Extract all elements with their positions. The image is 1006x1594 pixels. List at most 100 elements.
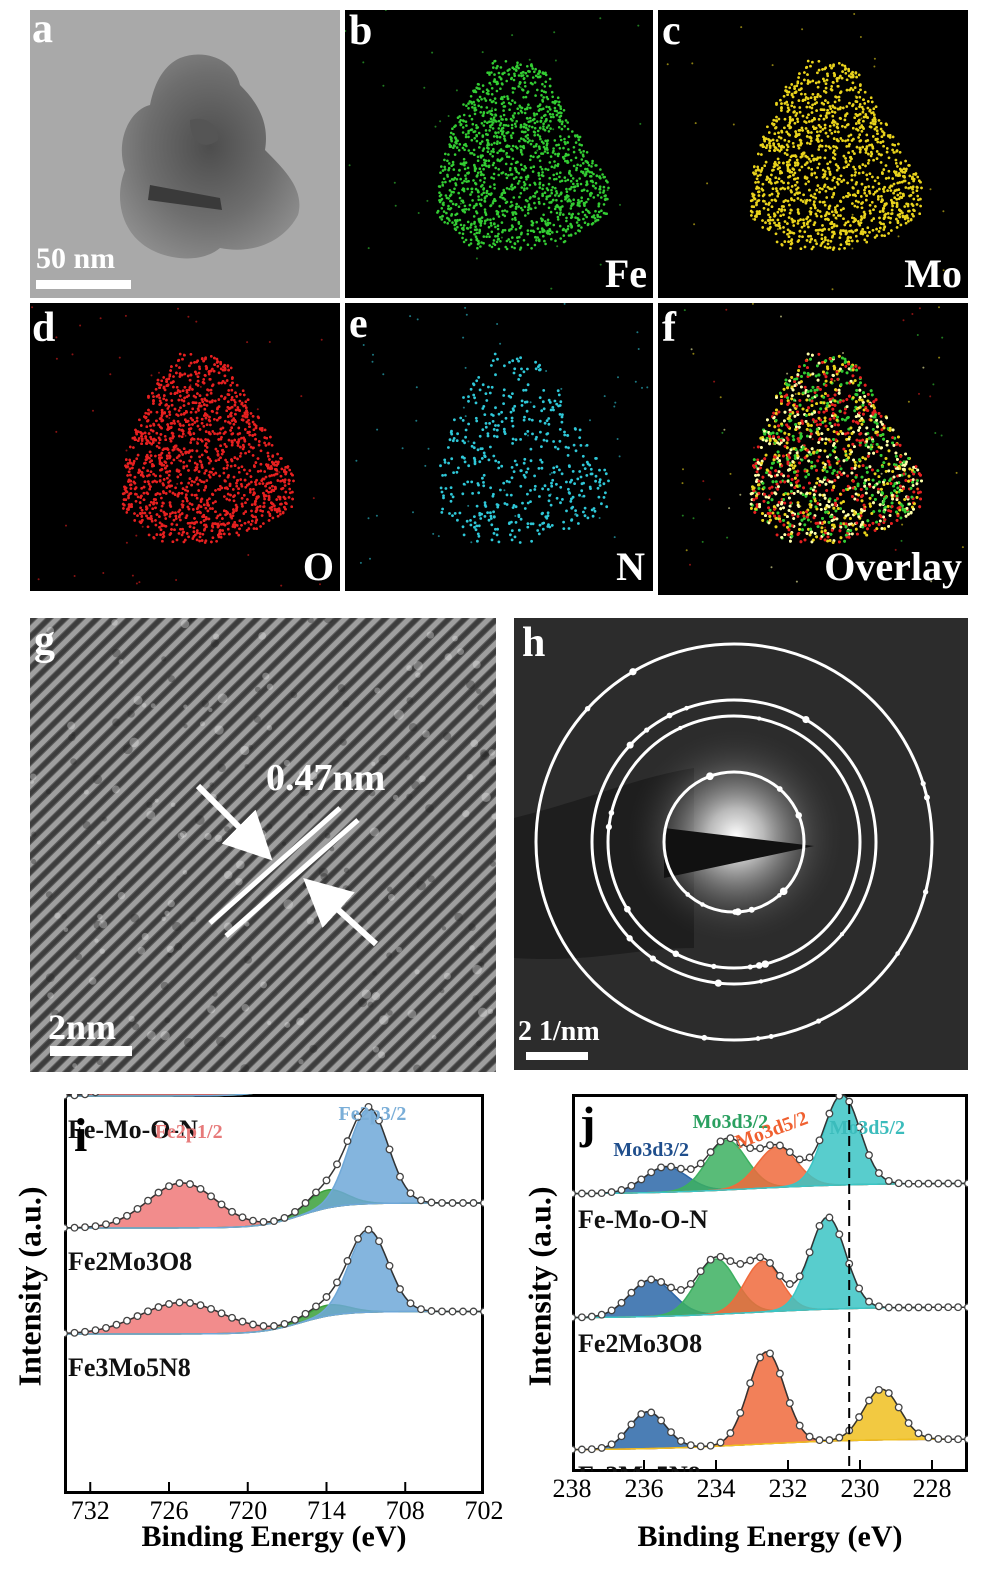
data-point bbox=[865, 1297, 873, 1306]
data-point bbox=[280, 1319, 289, 1328]
data-point bbox=[676, 1164, 685, 1173]
data-point bbox=[924, 1179, 933, 1188]
data-point bbox=[726, 1429, 735, 1438]
data-point bbox=[587, 1312, 596, 1321]
peak-label: Fe2p1/2 bbox=[155, 1121, 223, 1143]
data-point bbox=[385, 1261, 394, 1270]
data-point bbox=[207, 1192, 215, 1201]
fringe-line-1 bbox=[208, 806, 342, 925]
data-point bbox=[894, 1179, 903, 1188]
data-point bbox=[270, 1217, 278, 1226]
data-point bbox=[91, 1094, 100, 1097]
panel-c-label: c bbox=[662, 10, 681, 54]
data-point bbox=[696, 1159, 705, 1168]
data-point bbox=[154, 1303, 163, 1312]
data-point bbox=[637, 1410, 646, 1419]
data-point bbox=[333, 1278, 341, 1287]
sample-label: Fe-Mo-O-N bbox=[578, 1205, 708, 1234]
data-point bbox=[924, 1303, 933, 1312]
data-point bbox=[175, 1179, 184, 1188]
panel-i-tick-label: 732 bbox=[70, 1496, 110, 1525]
data-point bbox=[70, 1328, 79, 1337]
ring-2 bbox=[606, 714, 862, 970]
data-point bbox=[112, 1216, 121, 1225]
data-point bbox=[396, 1285, 404, 1294]
d-spacing-label: 0.47nm bbox=[266, 757, 386, 799]
data-point bbox=[480, 1307, 484, 1316]
data-point bbox=[805, 1248, 814, 1257]
overlay-dot-map bbox=[681, 303, 964, 583]
data-point bbox=[884, 1389, 893, 1398]
series-Fe3Mo5N8: Fe3Mo5N8 bbox=[64, 1225, 484, 1382]
data-point bbox=[64, 1329, 68, 1338]
data-point bbox=[64, 1094, 68, 1100]
data-point bbox=[805, 1432, 814, 1441]
ring-3 bbox=[590, 698, 878, 986]
panel-f-overlay-map: f Overlay bbox=[658, 303, 968, 595]
peak-fill-2 bbox=[64, 1230, 484, 1335]
data-point bbox=[746, 1379, 755, 1388]
data-point bbox=[354, 1234, 362, 1243]
panel-g-label: g bbox=[34, 618, 55, 664]
data-point bbox=[280, 1213, 289, 1222]
data-point bbox=[766, 1349, 774, 1358]
panel-b-fe-map: b Fe bbox=[345, 10, 653, 298]
panel-j-tick-label: 236 bbox=[624, 1474, 664, 1503]
data-point bbox=[904, 1303, 913, 1312]
data-point bbox=[647, 1275, 656, 1284]
data-point bbox=[775, 1369, 784, 1378]
data-point bbox=[81, 1327, 89, 1336]
data-point bbox=[686, 1441, 695, 1450]
data-point bbox=[865, 1151, 873, 1160]
sample-label: Fe3Mo5N8 bbox=[578, 1461, 701, 1472]
data-point bbox=[716, 1252, 725, 1261]
data-point bbox=[746, 1256, 755, 1265]
panel-j-xlabel: Binding Energy (eV) bbox=[637, 1520, 903, 1553]
data-point bbox=[291, 1315, 299, 1324]
data-point bbox=[270, 1322, 278, 1330]
data-point bbox=[686, 1165, 695, 1174]
central-beam-glow bbox=[626, 726, 846, 946]
data-point bbox=[133, 1204, 142, 1213]
data-point bbox=[572, 1189, 576, 1198]
data-point bbox=[775, 1271, 784, 1280]
data-point bbox=[944, 1435, 953, 1444]
data-point bbox=[855, 1123, 864, 1132]
data-point bbox=[736, 1408, 745, 1417]
data-point bbox=[165, 1300, 173, 1308]
data-point bbox=[696, 1442, 705, 1451]
peak-label: Fe2p3/2 bbox=[339, 1103, 407, 1125]
data-point bbox=[964, 1179, 968, 1188]
peak-label: Mo3d3/2 bbox=[613, 1139, 689, 1161]
data-point bbox=[964, 1303, 968, 1312]
data-point bbox=[934, 1179, 943, 1188]
data-point bbox=[587, 1445, 596, 1454]
data-point bbox=[667, 1283, 675, 1292]
data-point bbox=[480, 1199, 484, 1207]
data-point bbox=[577, 1445, 586, 1454]
data-point bbox=[322, 1293, 331, 1301]
panel-i-xlabel: Binding Energy (eV) bbox=[141, 1520, 407, 1553]
data-point bbox=[934, 1434, 943, 1443]
data-point bbox=[736, 1259, 745, 1268]
data-point bbox=[637, 1279, 646, 1288]
panel-c-mo-map: c Mo bbox=[658, 10, 968, 298]
data-point bbox=[228, 1313, 236, 1322]
data-point bbox=[706, 1255, 715, 1264]
plot-frame bbox=[572, 1094, 968, 1472]
data-point bbox=[825, 1213, 834, 1222]
data-point bbox=[448, 1307, 457, 1316]
data-point bbox=[835, 1230, 844, 1239]
data-point bbox=[572, 1445, 576, 1454]
data-point bbox=[835, 1433, 844, 1442]
panel-a-scale-text: 50 nm bbox=[36, 242, 116, 275]
data-point bbox=[944, 1179, 953, 1188]
diffraction-pattern bbox=[514, 642, 934, 1042]
panel-g-hrtem: g 0.47nm 2nm bbox=[30, 618, 496, 1072]
panel-d-element: O bbox=[302, 544, 334, 589]
panel-a-label: a bbox=[32, 10, 53, 52]
tem-particle bbox=[120, 54, 300, 259]
data-point bbox=[676, 1285, 685, 1294]
data-point bbox=[756, 1353, 765, 1362]
data-point bbox=[417, 1196, 425, 1205]
